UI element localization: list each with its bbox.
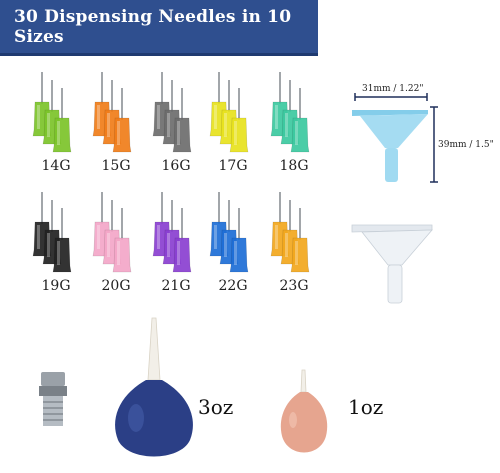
gauge-label-18g: 18G <box>279 158 309 174</box>
title-banner: 30 Dispensing Needles in 10 Sizes <box>0 0 318 56</box>
small-bulb <box>280 369 328 453</box>
needle-hubs <box>152 72 192 153</box>
funnel-height-label: 39mm / 1.5" <box>438 140 494 150</box>
gauge-label-20g: 20G <box>101 278 131 294</box>
large-bulb <box>115 317 193 457</box>
needle-group-22g <box>205 190 265 280</box>
needle-hubs <box>32 72 72 153</box>
needle-group-16g <box>148 70 208 160</box>
gauge-label-17g: 17G <box>218 158 248 174</box>
needle-hubs <box>209 192 249 273</box>
needle-hubs <box>270 72 310 153</box>
needle-group-19g <box>28 190 88 280</box>
needle-group-15g <box>88 70 148 160</box>
needle-hubs <box>92 72 132 153</box>
clear-funnel <box>351 224 433 304</box>
banner-title: 30 Dispensing Needles in 10 Sizes <box>14 6 292 47</box>
gauge-label-19g: 19G <box>41 278 71 294</box>
needle-hubs <box>32 192 72 273</box>
needle-group-17g <box>205 70 265 160</box>
needle-group-20g <box>88 190 148 280</box>
gauge-label-14g: 14G <box>41 158 71 174</box>
gauge-label-15g: 15G <box>101 158 131 174</box>
blue-funnel <box>352 110 428 182</box>
large-bulb-label: 3oz <box>198 395 234 419</box>
needle-hubs <box>209 72 249 153</box>
funnel-width-label: 31mm / 1.22" <box>362 84 424 94</box>
needle-hubs <box>270 192 310 273</box>
luer-adapter <box>39 372 67 426</box>
needle-hubs <box>152 192 192 273</box>
gauge-label-22g: 22G <box>218 278 248 294</box>
needle-group-14g <box>28 70 88 160</box>
needle-hubs <box>92 192 132 273</box>
needle-group-23g <box>266 190 326 280</box>
gauge-label-21g: 21G <box>161 278 191 294</box>
needle-group-21g <box>148 190 208 280</box>
small-bulb-label: 1oz <box>348 395 384 419</box>
gauge-label-16g: 16G <box>161 158 191 174</box>
gauge-label-23g: 23G <box>279 278 309 294</box>
needle-group-18g <box>266 70 326 160</box>
